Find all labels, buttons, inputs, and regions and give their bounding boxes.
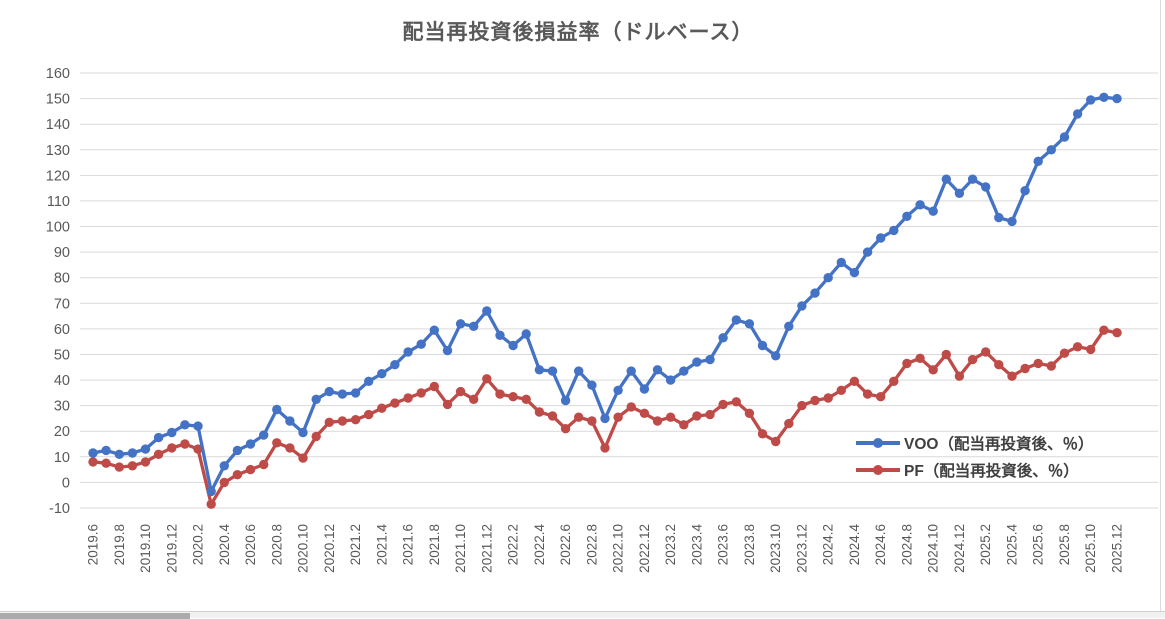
svg-text:70: 70: [54, 296, 70, 312]
svg-text:2023.6: 2023.6: [716, 524, 731, 565]
svg-text:2019.6: 2019.6: [86, 524, 101, 565]
svg-text:2024.8: 2024.8: [899, 524, 914, 565]
svg-text:2024.12: 2024.12: [952, 524, 967, 573]
svg-text:2020.2: 2020.2: [191, 524, 206, 565]
svg-text:2024.2: 2024.2: [821, 524, 836, 565]
legend-label-voo: VOO（配当再投資後、％）: [904, 436, 1094, 453]
svg-text:2022.8: 2022.8: [584, 524, 599, 565]
svg-text:50: 50: [54, 348, 70, 364]
svg-text:2021.6: 2021.6: [401, 524, 416, 565]
svg-text:20: 20: [54, 424, 70, 440]
svg-text:2021.4: 2021.4: [374, 524, 389, 566]
svg-text:160: 160: [46, 66, 70, 82]
svg-text:2022.4: 2022.4: [532, 524, 547, 566]
svg-text:40: 40: [54, 373, 70, 389]
svg-text:2022.6: 2022.6: [558, 524, 573, 565]
svg-text:2020.4: 2020.4: [217, 524, 232, 566]
svg-text:2021.2: 2021.2: [348, 524, 363, 565]
svg-text:2020.12: 2020.12: [322, 524, 337, 573]
svg-text:80: 80: [54, 271, 70, 287]
svg-text:2023.4: 2023.4: [689, 524, 704, 566]
svg-text:-10: -10: [49, 501, 70, 517]
svg-text:2020.8: 2020.8: [269, 524, 284, 565]
svg-text:2020.6: 2020.6: [243, 524, 258, 565]
svg-text:2025.8: 2025.8: [1057, 524, 1072, 565]
legend-label-pf: PF（配当再投資後、％）: [904, 463, 1079, 480]
svg-text:90: 90: [54, 245, 70, 261]
scrollbar-thumb[interactable]: [0, 613, 190, 619]
svg-text:2024.6: 2024.6: [873, 524, 888, 565]
svg-text:60: 60: [54, 322, 70, 338]
svg-text:140: 140: [46, 117, 70, 133]
svg-text:2025.6: 2025.6: [1031, 524, 1046, 565]
svg-text:2025.10: 2025.10: [1083, 524, 1098, 573]
svg-text:110: 110: [47, 194, 70, 210]
svg-text:2021.8: 2021.8: [427, 524, 442, 565]
chart-right-border: [1160, 0, 1161, 611]
legend-item-voo[interactable]: VOO（配当再投資後、％）: [856, 430, 1093, 456]
svg-text:2023.12: 2023.12: [794, 524, 809, 573]
svg-text:2025.4: 2025.4: [1005, 524, 1020, 566]
svg-text:130: 130: [46, 143, 70, 159]
svg-text:2023.8: 2023.8: [742, 524, 757, 565]
svg-text:2020.10: 2020.10: [296, 524, 311, 573]
svg-text:30: 30: [54, 399, 70, 415]
chart-legend: VOO（配当再投資後、％） PF（配当再投資後、％）: [856, 430, 1093, 483]
svg-text:2022.2: 2022.2: [506, 524, 521, 565]
svg-text:120: 120: [46, 168, 70, 184]
svg-text:0: 0: [62, 475, 70, 491]
svg-text:2023.2: 2023.2: [663, 524, 678, 565]
svg-text:2022.12: 2022.12: [637, 524, 652, 573]
svg-text:10: 10: [54, 450, 70, 466]
svg-text:2024.10: 2024.10: [926, 524, 941, 573]
chart-title: 配当再投資後損益率（ドルベース）: [402, 21, 754, 44]
svg-text:100: 100: [46, 220, 70, 236]
svg-text:2019.12: 2019.12: [164, 524, 179, 573]
svg-text:2023.10: 2023.10: [768, 524, 783, 573]
svg-text:2025.12: 2025.12: [1110, 524, 1125, 573]
legend-item-pf[interactable]: PF（配当再投資後、％）: [856, 457, 1093, 483]
svg-text:150: 150: [46, 92, 70, 108]
svg-text:2021.12: 2021.12: [479, 524, 494, 573]
svg-text:2019.8: 2019.8: [112, 524, 127, 565]
horizontal-scrollbar[interactable]: [0, 611, 1165, 619]
svg-text:2019.10: 2019.10: [138, 524, 153, 573]
svg-text:2024.4: 2024.4: [847, 524, 862, 566]
voo-line-marker-icon: [856, 437, 900, 448]
pf-line-marker-icon: [856, 464, 900, 475]
svg-text:2021.10: 2021.10: [453, 524, 468, 573]
svg-text:2025.2: 2025.2: [978, 524, 993, 565]
svg-text:2022.10: 2022.10: [611, 524, 626, 573]
